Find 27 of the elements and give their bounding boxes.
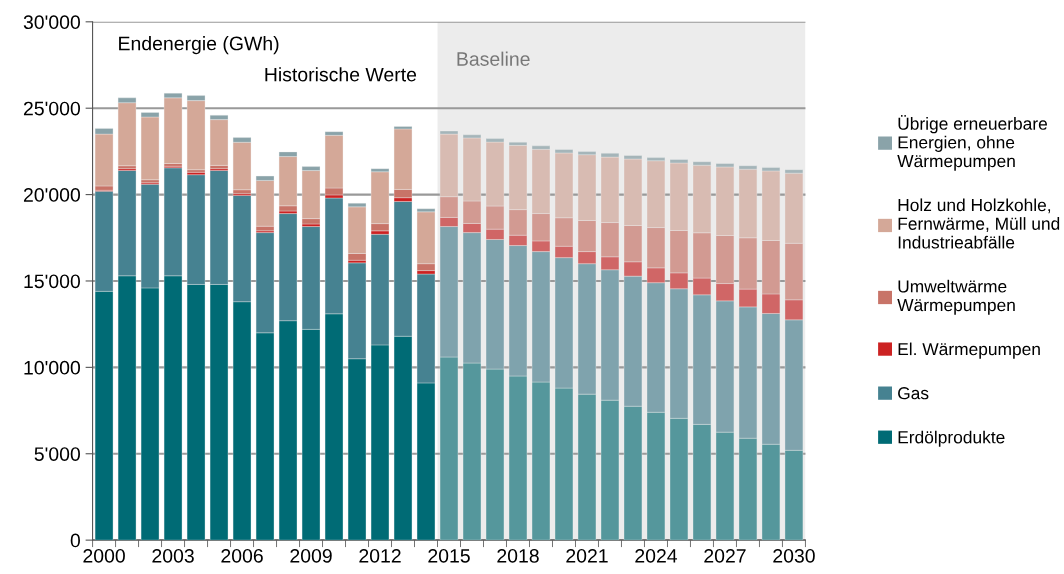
- y-tick-label: 30'000: [23, 15, 81, 30]
- band-label: Baseline: [457, 51, 530, 66]
- y-tick-label: 20'000: [23, 188, 81, 202]
- x-tick-label: 2024: [635, 548, 678, 563]
- x-tick-label: 2006: [221, 548, 263, 563]
- y-tick-label: 15'000: [24, 274, 81, 289]
- x-tick-label: 2015: [428, 548, 470, 563]
- text: Endenergie (GWh): [119, 36, 279, 55]
- legend-label: Umweltwärme Wärmepumpen: [897, 279, 1015, 315]
- y-tick-label: 25'000: [23, 101, 81, 116]
- legend-label: El. Wärmepumpen: [898, 342, 1040, 359]
- legend-label: Gas: [898, 387, 929, 400]
- legend-label: Übrige erneuerbare Energien, ohne Wärmepumpen: [897, 115, 1047, 171]
- legend-label: Holz und Holzkohle, Fernwärme, Müll und Industrieabfälle: [898, 198, 1060, 249]
- x-tick-label: 2012: [359, 548, 401, 563]
- y-tick-label: 5'000: [34, 447, 81, 461]
- y-tick-label: 10'000: [24, 360, 81, 375]
- annotation: Historische Werte: [265, 67, 417, 82]
- legend-label: Erdölprodukte: [898, 430, 1005, 447]
- x-tick-label: 2027: [704, 548, 746, 563]
- x-tick-label: 2018: [497, 548, 539, 563]
- x-tick-label: 2000: [83, 548, 125, 563]
- x-tick-label: 2009: [290, 548, 332, 563]
- y-tick-label: 0: [70, 533, 80, 548]
- x-tick-label: 2030: [773, 548, 815, 563]
- x-tick-label: 2003: [152, 548, 194, 563]
- x-tick-label: 2021: [566, 548, 608, 563]
